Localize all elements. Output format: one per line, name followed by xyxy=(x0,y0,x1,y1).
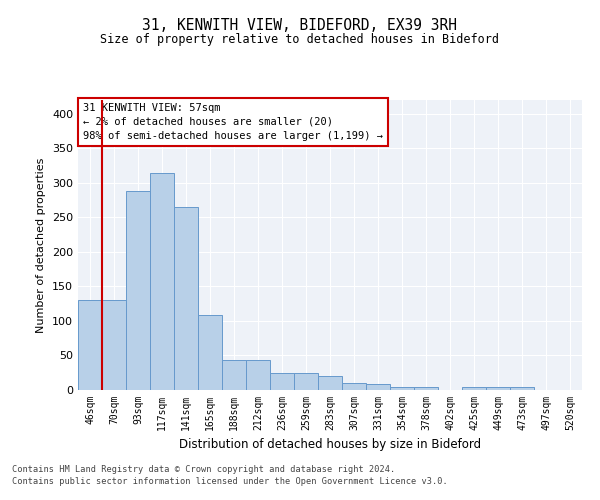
Text: Size of property relative to detached houses in Bideford: Size of property relative to detached ho… xyxy=(101,32,499,46)
Bar xyxy=(318,376,342,390)
Bar xyxy=(414,387,438,390)
Bar xyxy=(222,360,246,390)
Bar xyxy=(198,316,222,390)
Bar xyxy=(174,207,198,390)
Text: 31 KENWITH VIEW: 57sqm
← 2% of detached houses are smaller (20)
98% of semi-deta: 31 KENWITH VIEW: 57sqm ← 2% of detached … xyxy=(83,103,383,141)
Text: Contains HM Land Registry data © Crown copyright and database right 2024.: Contains HM Land Registry data © Crown c… xyxy=(12,466,395,474)
Text: 31, KENWITH VIEW, BIDEFORD, EX39 3RH: 31, KENWITH VIEW, BIDEFORD, EX39 3RH xyxy=(143,18,458,32)
Bar xyxy=(486,387,510,390)
Bar xyxy=(510,387,534,390)
X-axis label: Distribution of detached houses by size in Bideford: Distribution of detached houses by size … xyxy=(179,438,481,452)
Bar xyxy=(294,372,318,390)
Bar xyxy=(102,300,126,390)
Bar xyxy=(78,300,102,390)
Bar xyxy=(270,372,294,390)
Bar xyxy=(342,383,366,390)
Y-axis label: Number of detached properties: Number of detached properties xyxy=(37,158,46,332)
Bar xyxy=(366,384,390,390)
Text: Contains public sector information licensed under the Open Government Licence v3: Contains public sector information licen… xyxy=(12,476,448,486)
Bar xyxy=(150,172,174,390)
Bar xyxy=(126,191,150,390)
Bar xyxy=(462,387,486,390)
Bar xyxy=(246,360,270,390)
Bar xyxy=(390,387,414,390)
